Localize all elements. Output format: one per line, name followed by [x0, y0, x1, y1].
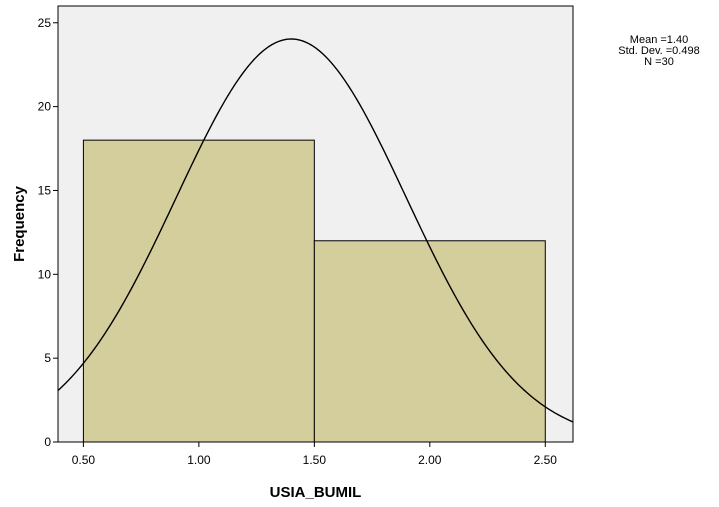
y-tick-label: 20: [38, 100, 52, 114]
y-tick-label: 5: [44, 351, 51, 365]
normal-curve: [57, 38, 574, 423]
x-tick-label: 0.50: [72, 453, 96, 467]
x-tick-label: 1.00: [187, 453, 211, 467]
std-dev-stat: Std. Dev. =0.498: [618, 45, 700, 57]
y-tick-label: 25: [38, 16, 52, 30]
x-axis-title: USIA_BUMIL: [270, 484, 362, 501]
y-axis-title: Frequency: [11, 185, 28, 262]
x-tick-label: 2.50: [534, 453, 558, 467]
histogram-bar-2: [313, 240, 546, 443]
mean-stat: Mean =1.40: [629, 34, 689, 46]
statistics-legend: Mean =1.40 Std. Dev. =0.498 N =30: [600, 35, 718, 68]
n-stat: N =30: [644, 56, 674, 68]
y-tick-label: 10: [38, 267, 52, 281]
histogram-bar-1: [82, 139, 315, 443]
x-tick-label: 1.50: [303, 453, 327, 467]
y-tick-label: 0: [44, 435, 51, 449]
x-tick-label: 2.00: [418, 453, 442, 467]
y-tick-label: 15: [38, 183, 52, 197]
